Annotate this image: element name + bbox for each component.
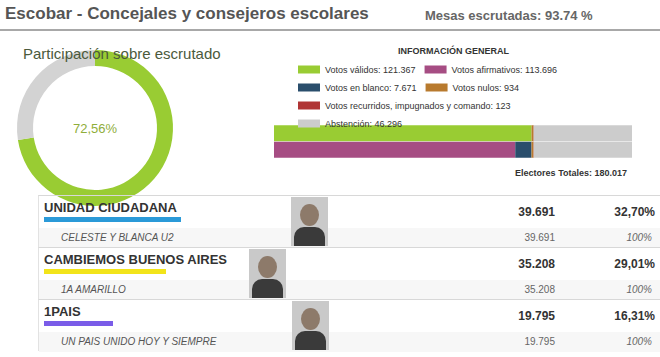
svg-text:Abstención: 46.296: Abstención: 46.296 [325,119,402,129]
svg-text:Votos válidos: 121.367: Votos válidos: 121.367 [325,65,416,75]
html-text:35.208: 35.208 [524,284,555,295]
html-text:32,70%: 32,70% [614,205,655,219]
svg-text:72,56%: 72,56% [73,121,118,136]
html-text:Escobar - Concejales y conseje: Escobar - Concejales y consejeros escola… [5,4,369,23]
html-text:UNIDAD CIUDADANA: UNIDAD CIUDADANA [44,200,177,215]
svg-text:Participación sobre escrutado: Participación sobre escrutado [23,45,221,62]
html-text:19.795: 19.795 [518,309,555,323]
html-text:100%: 100% [626,336,652,347]
html-text:CAMBIEMOS BUENOS AIRES: CAMBIEMOS BUENOS AIRES [44,252,227,267]
html-text:1PAIS: 1PAIS [44,304,81,319]
svg-text:Electores Totales: 180.017: Electores Totales: 180.017 [515,168,627,178]
html-text:UN PAIS UNIDO HOY Y SIEMPRE: UN PAIS UNIDO HOY Y SIEMPRE [61,336,217,347]
html-text:CELESTE Y BLANCA U2: CELESTE Y BLANCA U2 [61,232,174,243]
html-text:29,01%: 29,01% [614,257,655,271]
html-text:100%: 100% [626,284,652,295]
svg-text:INFORMACIÓN GENERAL: INFORMACIÓN GENERAL [398,45,509,56]
html-text:Mesas escrutadas: 93.74 %: Mesas escrutadas: 93.74 % [425,8,593,23]
svg-text:Votos afirmativos: 113.696: Votos afirmativos: 113.696 [452,65,557,75]
svg-text:Votos en blanco: 7.671: Votos en blanco: 7.671 [325,83,417,93]
svg-text:Votos recurridos, impugnados y: Votos recurridos, impugnados y comando: … [325,101,511,111]
svg-text:Votos nulos: 934: Votos nulos: 934 [453,83,520,93]
html-text:16,31%: 16,31% [614,309,655,323]
html-text:19.795: 19.795 [524,336,555,347]
html-text:1A AMARILLO: 1A AMARILLO [61,284,126,295]
html-text:39.691: 39.691 [524,232,555,243]
html-text:39.691: 39.691 [518,205,555,219]
html-text:100%: 100% [626,232,652,243]
html-text:35.208: 35.208 [518,257,555,271]
